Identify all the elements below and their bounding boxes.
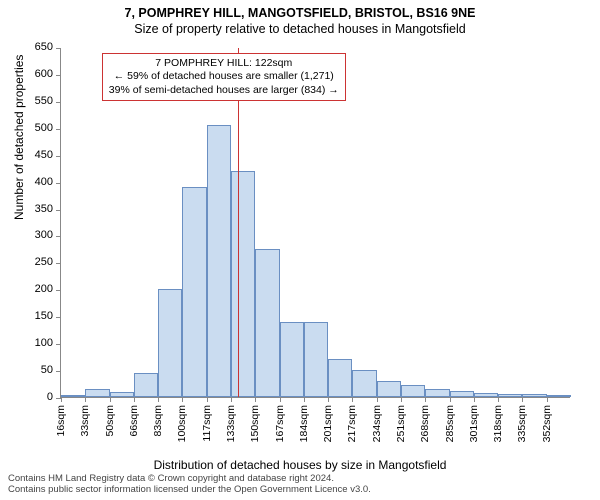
chart-container: 7, POMPHREY HILL, MANGOTSFIELD, BRISTOL,…: [0, 0, 600, 500]
y-tick-label: 50: [41, 364, 53, 376]
y-tick-label: 350: [35, 203, 53, 215]
x-tick-label: 117sqm: [201, 405, 213, 442]
x-tick-label: 318sqm: [492, 405, 504, 442]
chart-area: 0501001502002503003504004505005506006501…: [60, 48, 570, 398]
annotation-line: ← 59% of detached houses are smaller (1,…: [109, 70, 339, 83]
plot-region: 0501001502002503003504004505005506006501…: [60, 48, 570, 398]
histogram-bar: [231, 171, 255, 397]
y-tick-label: 150: [35, 310, 53, 322]
y-tick-label: 400: [35, 176, 53, 188]
y-tick-label: 500: [35, 122, 53, 134]
x-tick-label: 352sqm: [541, 405, 553, 442]
x-axis-label: Distribution of detached houses by size …: [0, 458, 600, 472]
x-tick-label: 133sqm: [225, 405, 237, 442]
x-tick-label: 268sqm: [419, 405, 431, 442]
y-tick-label: 0: [47, 391, 53, 403]
histogram-bar: [450, 391, 474, 397]
histogram-bar: [110, 392, 134, 397]
title-line1: 7, POMPHREY HILL, MANGOTSFIELD, BRISTOL,…: [0, 6, 600, 22]
histogram-bar: [522, 394, 546, 397]
x-tick-label: 201sqm: [322, 405, 334, 442]
y-tick-label: 100: [35, 337, 53, 349]
footer-line2: Contains public sector information licen…: [8, 485, 371, 496]
histogram-bar: [328, 359, 352, 397]
y-axis-label: Number of detached properties: [12, 55, 26, 220]
x-tick-label: 66sqm: [128, 405, 140, 437]
y-tick-label: 250: [35, 256, 53, 268]
x-tick-label: 167sqm: [274, 405, 286, 442]
y-tick-label: 450: [35, 149, 53, 161]
histogram-bar: [280, 322, 304, 397]
y-tick-label: 600: [35, 68, 53, 80]
x-tick-label: 33sqm: [79, 405, 91, 437]
x-tick-label: 335sqm: [516, 405, 528, 442]
histogram-bar: [352, 370, 376, 397]
x-tick-label: 150sqm: [249, 405, 261, 442]
histogram-bar: [158, 289, 182, 397]
histogram-bar: [547, 395, 571, 397]
histogram-bar: [425, 389, 449, 397]
histogram-bar: [377, 381, 401, 397]
x-tick-label: 234sqm: [371, 405, 383, 442]
x-tick-label: 16sqm: [55, 405, 67, 437]
histogram-bar: [474, 393, 498, 397]
title-line2: Size of property relative to detached ho…: [0, 22, 600, 38]
x-tick-label: 285sqm: [444, 405, 456, 442]
x-tick-label: 100sqm: [176, 405, 188, 442]
histogram-bar: [182, 187, 206, 397]
histogram-bar: [304, 322, 328, 397]
title-block: 7, POMPHREY HILL, MANGOTSFIELD, BRISTOL,…: [0, 0, 600, 37]
histogram-bar: [85, 389, 109, 397]
annotation-line: 7 POMPHREY HILL: 122sqm: [109, 57, 339, 70]
histogram-bar: [498, 394, 522, 397]
annotation-box: 7 POMPHREY HILL: 122sqm← 59% of detached…: [102, 53, 346, 100]
x-tick-label: 83sqm: [152, 405, 164, 437]
x-tick-label: 50sqm: [104, 405, 116, 437]
y-tick-label: 550: [35, 95, 53, 107]
x-tick-label: 184sqm: [298, 405, 310, 442]
histogram-bar: [134, 373, 158, 397]
y-tick-label: 200: [35, 283, 53, 295]
histogram-bar: [255, 249, 279, 397]
annotation-line: 39% of semi-detached houses are larger (…: [109, 84, 339, 97]
y-tick-label: 650: [35, 41, 53, 53]
x-tick-label: 301sqm: [468, 405, 480, 442]
histogram-bar: [61, 395, 85, 397]
footer-attribution: Contains HM Land Registry data © Crown c…: [8, 474, 371, 496]
histogram-bar: [401, 385, 425, 397]
x-tick-label: 251sqm: [395, 405, 407, 442]
y-tick-label: 300: [35, 229, 53, 241]
histogram-bar: [207, 125, 231, 397]
x-tick-label: 217sqm: [346, 405, 358, 442]
